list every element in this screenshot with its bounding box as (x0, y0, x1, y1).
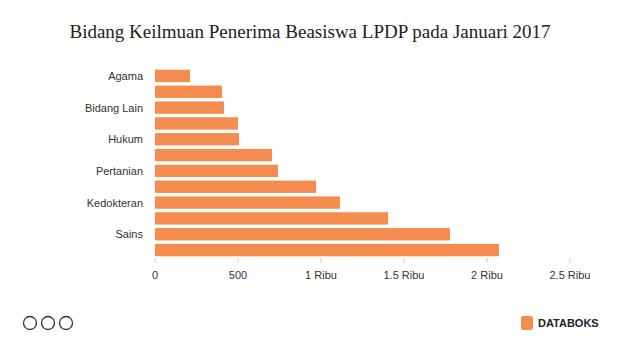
tick-label: 500 (229, 269, 247, 281)
tick-label: 2.5 Ribu (550, 269, 591, 281)
brand-text: DATABOKS (538, 317, 599, 329)
tick-mark (487, 258, 488, 263)
bar (155, 70, 190, 82)
bar (155, 244, 499, 256)
bar (155, 101, 224, 113)
category-label: Bidang Lain (85, 102, 143, 114)
chart: Bidang Keilmuan Penerima Beasiswa LPDP p… (0, 0, 620, 348)
category-label: Sains (115, 228, 143, 240)
bar (155, 196, 340, 208)
bar (155, 165, 278, 177)
tick-mark (404, 258, 405, 263)
tick-mark (155, 258, 156, 263)
bar (155, 228, 450, 240)
tick-label: 1.5 Ribu (384, 269, 425, 281)
license-icon (42, 317, 55, 330)
bars (155, 70, 499, 257)
category-label: Kedokteran (87, 197, 143, 209)
category-label: Pertanian (96, 165, 143, 177)
bar (155, 133, 239, 145)
tick-label: 0 (152, 269, 158, 281)
category-label: Hukum (108, 133, 143, 145)
category-label: Agama (108, 70, 144, 82)
brand-logo (521, 316, 533, 330)
bar (155, 86, 222, 98)
tick-mark (570, 258, 571, 263)
tick-label: 2 Ribu (471, 269, 503, 281)
bar (155, 149, 272, 161)
tick-mark (321, 258, 322, 263)
bar (155, 212, 388, 224)
tick-mark (238, 258, 239, 263)
bar (155, 117, 238, 129)
license-icon (60, 317, 73, 330)
license-icon (24, 317, 37, 330)
title: Bidang Keilmuan Penerima Beasiswa LPDP p… (69, 21, 550, 42)
chart-root: Bidang Keilmuan Penerima Beasiswa LPDP p… (0, 0, 620, 348)
bar (155, 181, 316, 193)
tick-label: 1 Ribu (305, 269, 337, 281)
